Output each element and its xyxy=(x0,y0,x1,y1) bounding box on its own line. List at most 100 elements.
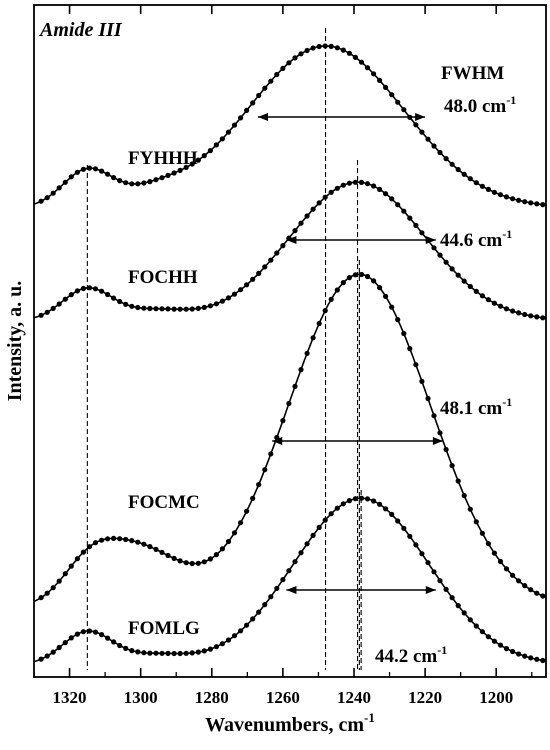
data-point xyxy=(401,330,407,337)
data-point xyxy=(449,161,455,167)
data-point xyxy=(141,541,147,547)
data-point xyxy=(244,282,250,288)
data-point xyxy=(491,300,497,306)
data-point xyxy=(395,99,401,105)
data-point xyxy=(358,495,365,501)
x-axis-title: Wavenumbers, cm-1 xyxy=(205,710,375,736)
data-point xyxy=(298,220,304,226)
data-point xyxy=(467,506,473,512)
data-point xyxy=(425,136,431,142)
data-point xyxy=(147,650,153,656)
data-point xyxy=(509,572,516,578)
data-point xyxy=(38,198,44,204)
fwhm-header: FWHM xyxy=(441,63,504,84)
data-point xyxy=(250,495,256,501)
data-point xyxy=(419,378,425,384)
fwhm-arrow-fomlg xyxy=(286,586,436,594)
data-point xyxy=(256,92,262,99)
data-point xyxy=(316,320,322,327)
data-point xyxy=(304,350,310,356)
data-point xyxy=(371,183,377,189)
data-point xyxy=(129,538,135,544)
data-point xyxy=(431,245,437,251)
data-point xyxy=(225,129,232,135)
data-point xyxy=(129,181,135,187)
data-point xyxy=(219,298,225,304)
data-point xyxy=(250,616,256,622)
data-point xyxy=(274,250,280,256)
data-point xyxy=(479,183,485,189)
data-point xyxy=(528,655,534,661)
data-point xyxy=(534,201,540,207)
data-point xyxy=(322,194,328,200)
data-point xyxy=(135,649,141,655)
data-point xyxy=(111,639,117,645)
data-point xyxy=(286,60,292,66)
data-point xyxy=(503,194,510,200)
data-point xyxy=(92,540,99,546)
data-point xyxy=(340,47,346,53)
data-point xyxy=(231,291,238,297)
data-point xyxy=(213,552,219,558)
data-point xyxy=(177,558,183,564)
data-point xyxy=(256,609,262,615)
data-point xyxy=(68,292,74,298)
data-point xyxy=(50,305,56,311)
data-point xyxy=(407,346,413,352)
data-point xyxy=(256,482,262,488)
data-point xyxy=(497,303,504,309)
data-point xyxy=(280,65,286,71)
data-point xyxy=(516,197,522,203)
data-point xyxy=(298,367,304,373)
data-point xyxy=(225,538,232,545)
data-point xyxy=(473,180,479,186)
x-tick-label: 1280 xyxy=(195,688,229,707)
series-label-focmc: FOCMC xyxy=(128,492,200,513)
data-point xyxy=(371,498,377,504)
data-point xyxy=(238,520,244,526)
data-point xyxy=(135,181,141,187)
data-point xyxy=(38,656,44,662)
x-tick-label: 1220 xyxy=(408,688,442,707)
data-point xyxy=(316,43,322,50)
data-point xyxy=(413,362,419,368)
data-point xyxy=(528,587,534,593)
data-point xyxy=(99,537,105,543)
data-point xyxy=(219,136,225,142)
data-point xyxy=(250,100,256,106)
data-point xyxy=(74,631,80,637)
data-point xyxy=(395,518,401,524)
data-point xyxy=(231,633,238,639)
data-point xyxy=(195,560,201,566)
data-point xyxy=(437,430,443,436)
x-tick-label: 1260 xyxy=(266,688,300,707)
data-point xyxy=(437,578,443,584)
data-point xyxy=(147,179,153,185)
data-point xyxy=(189,560,195,567)
x-axis: 1320 1300 1280 1260 1240 1220 1200 xyxy=(33,5,533,707)
data-point xyxy=(219,641,225,647)
data-point xyxy=(449,266,455,272)
data-point xyxy=(473,288,479,294)
data-point xyxy=(443,586,449,593)
data-point xyxy=(516,578,522,584)
data-point xyxy=(491,189,497,195)
data-point xyxy=(147,544,153,550)
data-point xyxy=(322,308,328,314)
data-point xyxy=(153,177,159,183)
data-point xyxy=(86,165,93,171)
data-point xyxy=(207,646,213,652)
data-point xyxy=(328,296,334,302)
data-point xyxy=(99,288,105,294)
data-point xyxy=(177,306,183,312)
data-point xyxy=(117,536,123,542)
fwhm-arrow-focmc xyxy=(272,437,443,445)
data-point xyxy=(195,157,201,163)
y-axis-title: Intensity, a. u. xyxy=(4,281,26,402)
data-point xyxy=(479,629,485,635)
data-point xyxy=(534,590,540,596)
data-point xyxy=(334,45,340,51)
data-point xyxy=(485,541,491,547)
data-point xyxy=(213,301,219,307)
